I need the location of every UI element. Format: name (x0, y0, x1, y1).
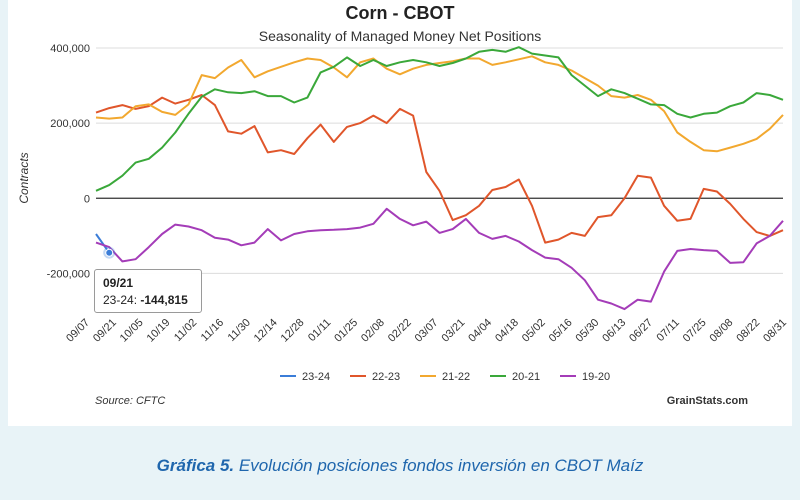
caption-text: Evolución posiciones fondos inversión en… (234, 456, 644, 475)
x-tick-label: 10/05 (118, 317, 146, 345)
y-tick-label: 400,000 (50, 43, 90, 55)
x-tick-label: 11/16 (199, 317, 226, 344)
x-tick-label: 03/21 (439, 317, 467, 345)
source-note: Source: CFTC (95, 395, 165, 407)
legend-label[interactable]: 20-21 (512, 371, 540, 383)
series-line-19-20[interactable] (95, 207, 784, 311)
credit-note: GrainStats.com (667, 395, 749, 407)
x-tick-label: 08/31 (761, 317, 789, 345)
x-tick-label: 09/07 (64, 317, 92, 345)
x-tick-label: 09/21 (91, 317, 119, 345)
x-tick-label: 04/18 (493, 317, 521, 345)
legend-label[interactable]: 19-20 (582, 371, 610, 383)
chart-subtitle: Seasonality of Managed Money Net Positio… (259, 28, 542, 44)
x-tick-label: 11/02 (172, 317, 199, 344)
tooltip-row: 23-24: -144,815 (103, 293, 188, 307)
x-tick-label: 06/13 (600, 317, 628, 345)
x-tick-label: 02/08 (359, 317, 387, 345)
grid-lines (96, 47, 783, 274)
x-tick-label: 02/22 (386, 317, 414, 345)
x-tick-label: 07/11 (655, 317, 682, 344)
x-tick-label: 04/04 (466, 317, 494, 345)
series-lines (95, 46, 784, 311)
legend-label[interactable]: 22-23 (372, 371, 400, 383)
legend-label[interactable]: 23-24 (302, 371, 330, 383)
x-tick-label: 05/16 (547, 317, 575, 345)
x-tick-label: 05/02 (520, 317, 548, 345)
hover-tooltip: 09/21 23-24: -144,815 (94, 269, 202, 313)
x-tick-label: 06/27 (627, 317, 655, 345)
figure-caption: Gráfica 5. Evolución posiciones fondos i… (0, 455, 800, 477)
y-tick-label: 0 (84, 193, 90, 205)
chart-panel: Corn - CBOT Seasonality of Managed Money… (8, 0, 792, 426)
x-tick-label: 12/28 (279, 317, 307, 345)
tooltip-date: 09/21 (103, 276, 134, 290)
x-tick-label: 03/07 (413, 317, 441, 345)
x-tick-label: 11/30 (226, 317, 253, 344)
y-tick-label: -200,000 (47, 268, 90, 280)
tooltip-value: -144,815 (140, 293, 188, 307)
x-tick-label: 08/22 (734, 317, 762, 345)
y-tick-label: 200,000 (50, 118, 90, 130)
x-tick-label: 07/25 (681, 317, 709, 345)
legend[interactable]: 23-24 22-23 21-22 20-21 19-20 (280, 371, 610, 383)
tooltip-series: 23-24 (103, 293, 134, 307)
caption-label: Gráfica 5. (156, 456, 235, 475)
seasonality-chart: Corn - CBOT Seasonality of Managed Money… (17, 3, 789, 407)
series-line-21-22[interactable] (95, 55, 784, 153)
chart-title: Corn - CBOT (346, 3, 455, 23)
legend-label[interactable]: 21-22 (442, 371, 470, 383)
hover-point[interactable] (105, 248, 114, 257)
x-tick-label: 01/25 (332, 317, 360, 345)
y-axis-label: Contracts (17, 152, 31, 203)
x-tick-label: 05/30 (574, 317, 602, 345)
series-line-20-21[interactable] (95, 46, 784, 192)
x-tick-label: 12/14 (252, 317, 280, 345)
series-line-22-23[interactable] (95, 94, 784, 244)
x-tick-label: 08/08 (708, 317, 736, 345)
x-tick-label: 01/11 (306, 317, 333, 344)
y-ticks: -200,000 0 200,000 400,000 (47, 43, 90, 280)
x-tick-label: 10/19 (145, 317, 173, 345)
